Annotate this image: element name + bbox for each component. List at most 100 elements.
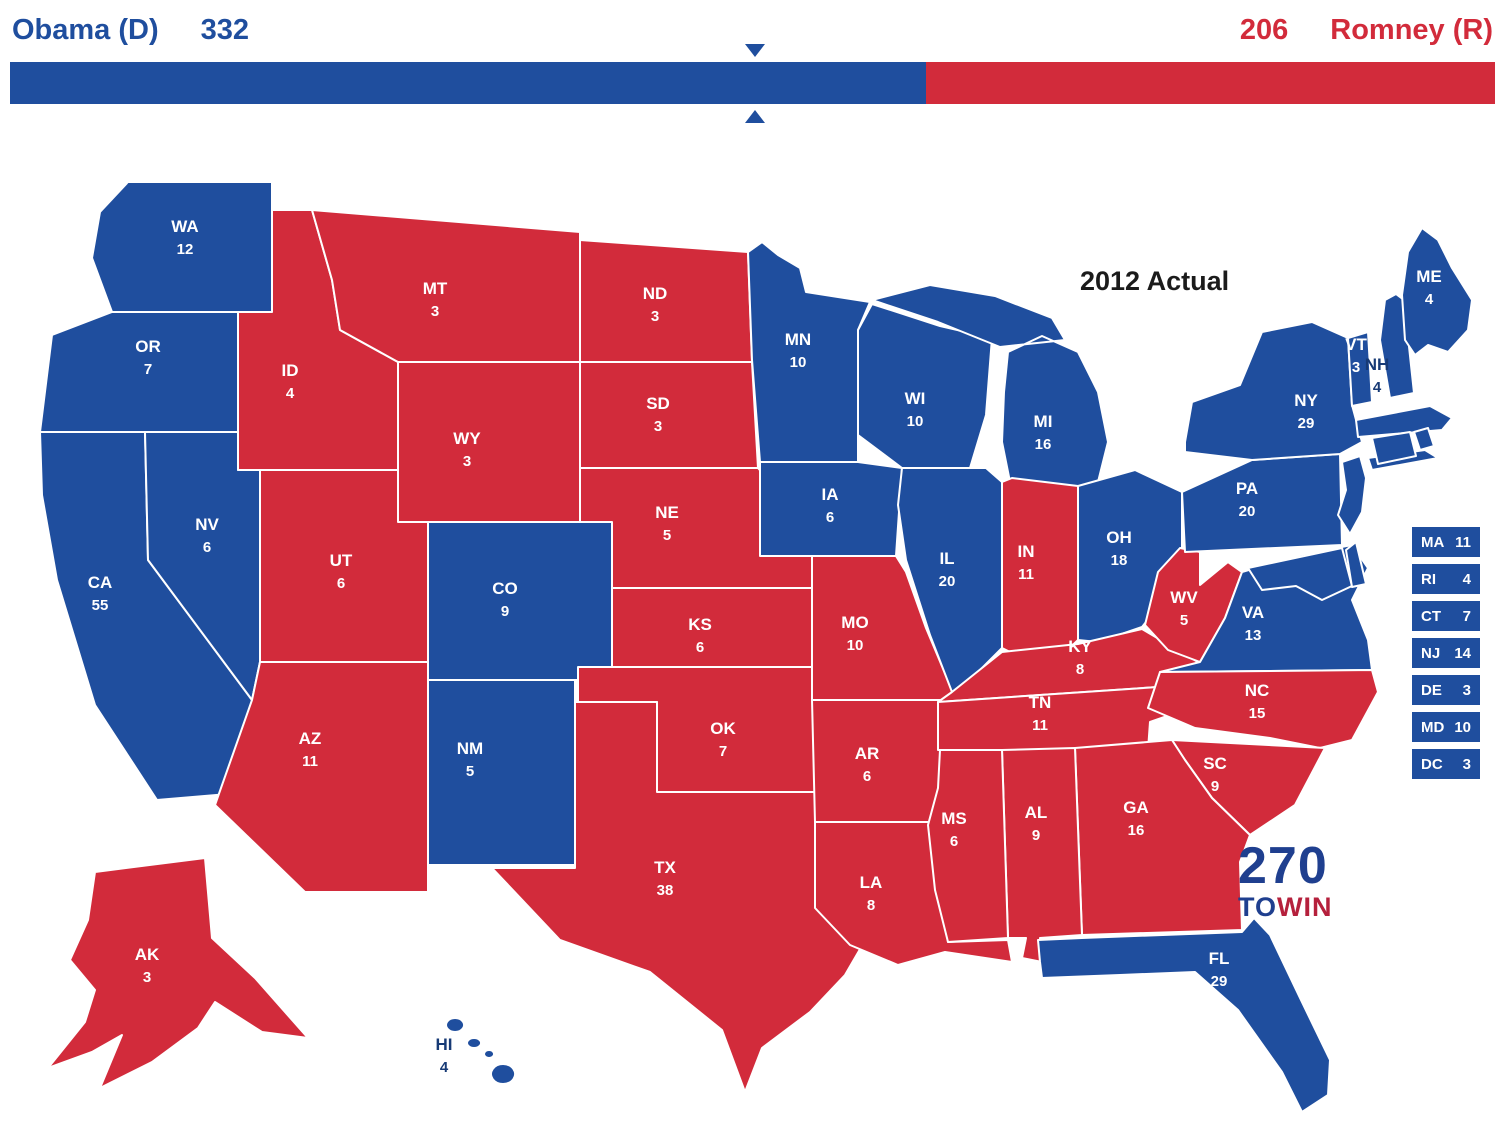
- state-label-co: CO 9: [492, 579, 518, 620]
- state-label-or: OR 7: [135, 337, 161, 378]
- state-ks[interactable]: [611, 587, 819, 668]
- state-label-ky: KY 8: [1068, 637, 1092, 678]
- state-label-wi: WI 10: [905, 389, 926, 430]
- legend-item-md[interactable]: MD 10: [1412, 712, 1480, 742]
- state-mn[interactable]: [747, 241, 871, 463]
- dem-header: Obama (D) 332: [12, 14, 249, 47]
- state-label-sc: SC 9: [1203, 754, 1227, 795]
- state-ak[interactable]: [47, 857, 309, 1089]
- legend-state-abbr: DE: [1421, 681, 1442, 699]
- state-label-nc: NC 15: [1245, 681, 1270, 722]
- legend-state-ev: 3: [1462, 755, 1471, 773]
- state-label-tn: TN 11: [1029, 693, 1052, 734]
- legend-state-ev: 4: [1462, 570, 1471, 588]
- dem-bar-segment[interactable]: [10, 62, 927, 104]
- rep-header: 206 Romney (R): [1240, 14, 1493, 47]
- state-label-al: AL 9: [1025, 803, 1048, 844]
- state-label-mn: MN 10: [785, 330, 811, 371]
- state-label-nm: NM 5: [457, 739, 483, 780]
- logo-win-text: WIN: [1277, 892, 1333, 922]
- state-label-mo: MO 10: [841, 613, 868, 654]
- electoral-bar-area: [10, 0, 1495, 140]
- state-label-wa: WA 12: [171, 217, 198, 258]
- state-label-me: ME 4: [1416, 267, 1442, 308]
- legend-item-ct[interactable]: CT 7: [1412, 601, 1480, 631]
- state-hi[interactable]: [445, 1017, 517, 1085]
- state-label-tx: TX 38: [654, 858, 676, 899]
- state-label-vt: VT 3: [1345, 335, 1367, 376]
- legend-state-abbr: RI: [1421, 570, 1436, 588]
- state-label-wy: WY 3: [453, 429, 481, 470]
- legend-state-abbr: MD: [1421, 718, 1445, 736]
- state-tx[interactable]: [491, 701, 871, 1093]
- state-ga[interactable]: [1074, 739, 1251, 936]
- state-label-in: IN 11: [1018, 542, 1035, 583]
- threshold-marker-down-icon: [745, 44, 766, 57]
- state-ct[interactable]: [1371, 431, 1417, 465]
- state-vt[interactable]: [1347, 331, 1373, 407]
- logo-towin-text: TOWIN: [1238, 894, 1333, 921]
- state-nj[interactable]: [1337, 455, 1367, 535]
- state-wi[interactable]: [857, 303, 993, 469]
- state-in[interactable]: [1001, 477, 1079, 663]
- site-logo: 270 TOWIN: [1238, 840, 1333, 921]
- state-label-id: ID 4: [282, 361, 299, 402]
- legend-state-abbr: MA: [1421, 533, 1445, 551]
- state-label-ar: AR 6: [855, 744, 880, 785]
- state-label-oh: OH 18: [1106, 528, 1132, 569]
- state-label-hi: HI 4: [436, 1035, 453, 1076]
- state-ri[interactable]: [1413, 427, 1435, 451]
- state-ms[interactable]: [927, 749, 1009, 943]
- state-label-az: AZ 11: [299, 729, 322, 770]
- state-md[interactable]: [1247, 547, 1353, 601]
- state-al[interactable]: [1001, 747, 1083, 963]
- legend-state-abbr: NJ: [1421, 644, 1441, 662]
- state-label-nd: ND 3: [643, 284, 668, 325]
- state-label-sd: SD 3: [646, 394, 670, 435]
- electoral-vote-bar[interactable]: [10, 62, 1495, 104]
- state-or[interactable]: [39, 311, 239, 433]
- state-label-ia: IA 6: [822, 485, 839, 526]
- state-wv[interactable]: [1144, 547, 1243, 663]
- legend-state-ev: 3: [1462, 681, 1471, 699]
- state-label-ok: OK 7: [710, 719, 736, 760]
- state-az[interactable]: [214, 661, 429, 893]
- legend-state-abbr: DC: [1421, 755, 1443, 773]
- state-me[interactable]: [1401, 227, 1473, 356]
- legend-state-ev: 11: [1455, 533, 1471, 551]
- state-de[interactable]: [1345, 541, 1367, 588]
- state-sd[interactable]: [579, 361, 759, 469]
- state-fl[interactable]: [1037, 917, 1331, 1113]
- rep-bar-segment[interactable]: [926, 62, 1495, 104]
- legend-item-de[interactable]: DE 3: [1412, 675, 1480, 705]
- legend-item-dc[interactable]: DC 3: [1412, 749, 1480, 779]
- state-label-wv: WV 5: [1170, 588, 1198, 629]
- state-label-ny: NY 29: [1294, 391, 1318, 432]
- logo-to-text: TO: [1238, 892, 1278, 922]
- legend-state-ev: 10: [1454, 718, 1471, 736]
- dem-vote-total: 332: [200, 14, 250, 46]
- state-label-ca: CA 55: [88, 573, 113, 614]
- state-label-ne: NE 5: [655, 503, 679, 544]
- dem-candidate-name: Obama (D): [12, 14, 159, 46]
- logo-270-text: 270: [1238, 837, 1328, 895]
- state-label-ga: GA 16: [1123, 798, 1149, 839]
- legend-state-ev: 14: [1454, 644, 1471, 662]
- state-pa[interactable]: [1181, 453, 1343, 553]
- rep-candidate-name: Romney (R): [1330, 14, 1493, 46]
- state-nm[interactable]: [427, 679, 576, 866]
- state-label-va: VA 13: [1242, 603, 1264, 644]
- state-co[interactable]: [427, 521, 613, 681]
- state-label-fl: FL 29: [1209, 949, 1230, 990]
- legend-item-ri[interactable]: RI 4: [1412, 564, 1480, 594]
- map-title: 2012 Actual: [1080, 266, 1230, 296]
- legend-item-nj[interactable]: NJ 14: [1412, 638, 1480, 668]
- legend-item-ma[interactable]: MA 11: [1412, 527, 1480, 557]
- state-label-mt: MT 3: [423, 279, 448, 320]
- state-label-nh: NH 4: [1365, 355, 1390, 396]
- state-label-la: LA 8: [860, 873, 883, 914]
- state-label-ut: UT 6: [330, 551, 353, 592]
- state-wy[interactable]: [397, 361, 581, 523]
